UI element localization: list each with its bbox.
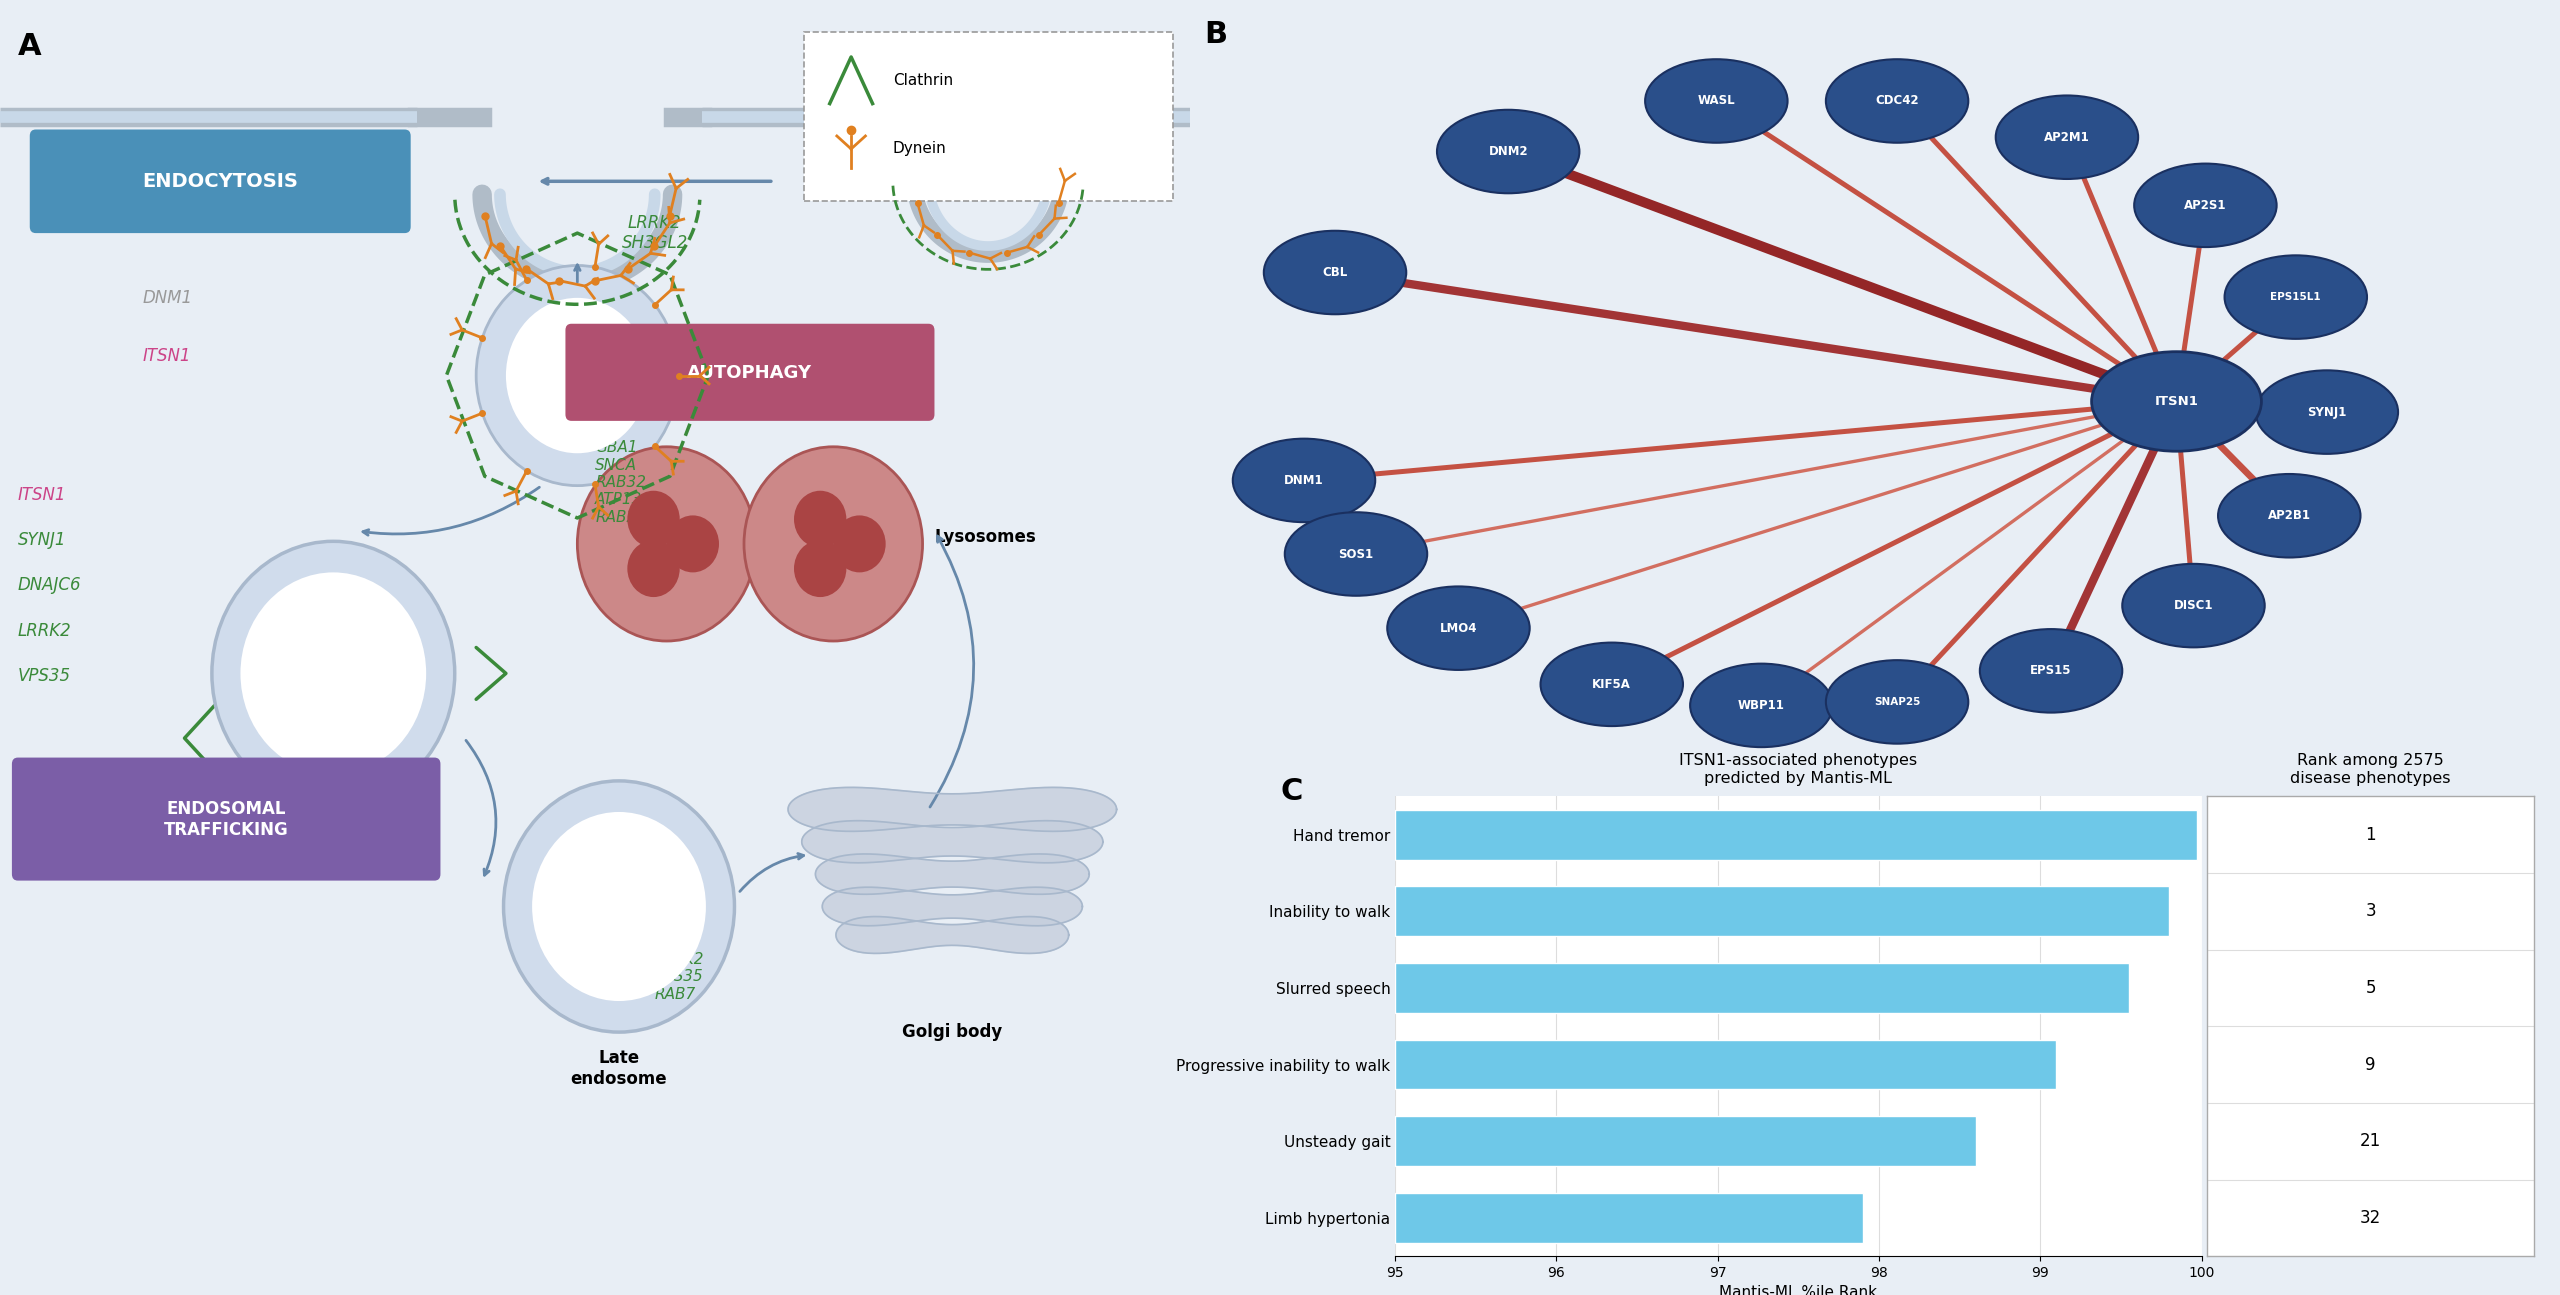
Text: Lysosomes: Lysosomes (934, 528, 1037, 546)
Circle shape (745, 447, 922, 641)
Circle shape (1825, 60, 1969, 142)
Text: GBA1
SNCA
RAB32
ATP13A2
RAB29: GBA1 SNCA RAB32 ATP13A2 RAB29 (596, 440, 663, 524)
Circle shape (1997, 96, 2138, 179)
Text: Dynein: Dynein (893, 141, 947, 157)
Bar (1395, 1193, 1864, 1243)
Circle shape (1436, 110, 1580, 193)
Text: Golgi body: Golgi body (901, 1023, 1004, 1041)
Polygon shape (822, 887, 1083, 926)
Bar (1395, 1116, 1976, 1166)
Text: AP2S1: AP2S1 (2184, 199, 2227, 212)
Text: SNAP25: SNAP25 (1874, 697, 1920, 707)
Text: 32: 32 (2360, 1208, 2381, 1226)
Circle shape (2092, 352, 2260, 451)
Text: DNM2: DNM2 (1487, 145, 1528, 158)
Circle shape (627, 540, 681, 597)
Bar (1395, 887, 2168, 936)
Circle shape (212, 541, 456, 805)
Text: CBL: CBL (1324, 265, 1347, 278)
Text: ITSN1: ITSN1 (18, 486, 67, 504)
Text: VPS35: VPS35 (18, 667, 72, 685)
Circle shape (1825, 660, 1969, 743)
Circle shape (579, 447, 755, 641)
Polygon shape (788, 787, 1116, 831)
Circle shape (532, 812, 707, 1001)
X-axis label: Mantis-ML %ile Rank: Mantis-ML %ile Rank (1720, 1286, 1876, 1295)
Text: EPS15: EPS15 (2030, 664, 2071, 677)
Text: ITSN1: ITSN1 (143, 347, 192, 365)
Text: WBP11: WBP11 (1738, 699, 1784, 712)
Title: ITSN1-associated phenotypes
predicted by Mantis-ML: ITSN1-associated phenotypes predicted by… (1679, 754, 1917, 786)
Circle shape (627, 491, 681, 548)
Circle shape (1541, 642, 1682, 726)
Circle shape (504, 781, 735, 1032)
Text: LRRK2: LRRK2 (18, 622, 72, 640)
Circle shape (1285, 513, 1428, 596)
FancyBboxPatch shape (13, 758, 440, 881)
Circle shape (241, 572, 425, 774)
Text: ENDOSOMAL
TRAFFICKING: ENDOSOMAL TRAFFICKING (164, 800, 289, 839)
Circle shape (1979, 629, 2122, 712)
Circle shape (1690, 663, 1833, 747)
Text: SYNJ1: SYNJ1 (18, 531, 67, 549)
Text: DNM1: DNM1 (143, 289, 192, 307)
Text: A: A (18, 32, 41, 61)
Text: ENDOCYTOSIS: ENDOCYTOSIS (143, 172, 297, 190)
Circle shape (1646, 60, 1787, 142)
Text: B: B (1203, 19, 1226, 49)
Bar (1395, 1040, 2056, 1089)
Circle shape (1265, 231, 1405, 315)
Text: SOS1: SOS1 (1339, 548, 1375, 561)
Circle shape (2217, 474, 2360, 557)
Text: LMO4: LMO4 (1439, 622, 1477, 635)
Bar (1395, 809, 2196, 860)
FancyBboxPatch shape (804, 32, 1172, 201)
Polygon shape (801, 821, 1103, 862)
Text: Clathrin: Clathrin (893, 73, 952, 88)
Circle shape (794, 491, 847, 548)
Circle shape (2255, 370, 2399, 453)
Text: 5: 5 (2365, 979, 2376, 997)
Text: LRRK2
SH3GL2: LRRK2 SH3GL2 (622, 214, 689, 253)
Text: AUTOPHAGY: AUTOPHAGY (689, 364, 812, 382)
FancyBboxPatch shape (31, 130, 410, 233)
Text: SYNJ1: SYNJ1 (2307, 405, 2348, 418)
Text: EPS15L1: EPS15L1 (2271, 293, 2322, 302)
Circle shape (835, 515, 886, 572)
Text: C: C (1280, 777, 1303, 805)
Text: DNM1: DNM1 (1285, 474, 1324, 487)
Text: 3: 3 (2365, 903, 2376, 921)
Polygon shape (817, 853, 1088, 895)
Text: CDC42: CDC42 (1876, 95, 1920, 107)
Title: Rank among 2575
disease phenotypes: Rank among 2575 disease phenotypes (2291, 754, 2450, 786)
Bar (1395, 963, 2130, 1013)
Circle shape (1234, 439, 1375, 522)
Circle shape (794, 540, 847, 597)
Text: ITSN1: ITSN1 (2156, 395, 2199, 408)
Text: AP2B1: AP2B1 (2268, 509, 2312, 522)
Circle shape (666, 515, 719, 572)
Text: LRRK2
VPS35
RAB7: LRRK2 VPS35 RAB7 (655, 952, 704, 1001)
Text: Late
endosome: Late endosome (571, 1049, 668, 1088)
Text: WASL: WASL (1697, 95, 1736, 107)
Text: DNAJC6: DNAJC6 (18, 576, 82, 594)
Text: 9: 9 (2365, 1055, 2376, 1074)
Text: DISC1: DISC1 (2173, 600, 2214, 613)
Circle shape (1388, 587, 1531, 670)
Text: KIF5A: KIF5A (1592, 677, 1631, 690)
Text: AP2M1: AP2M1 (2043, 131, 2089, 144)
Text: 21: 21 (2360, 1132, 2381, 1150)
Circle shape (2225, 255, 2368, 339)
Circle shape (2122, 563, 2266, 648)
Circle shape (507, 298, 648, 453)
Circle shape (2135, 163, 2276, 247)
Text: 1: 1 (2365, 826, 2376, 844)
Circle shape (476, 265, 678, 486)
Text: Early
endosome: Early endosome (202, 835, 300, 874)
FancyBboxPatch shape (566, 324, 934, 421)
Polygon shape (837, 917, 1068, 953)
